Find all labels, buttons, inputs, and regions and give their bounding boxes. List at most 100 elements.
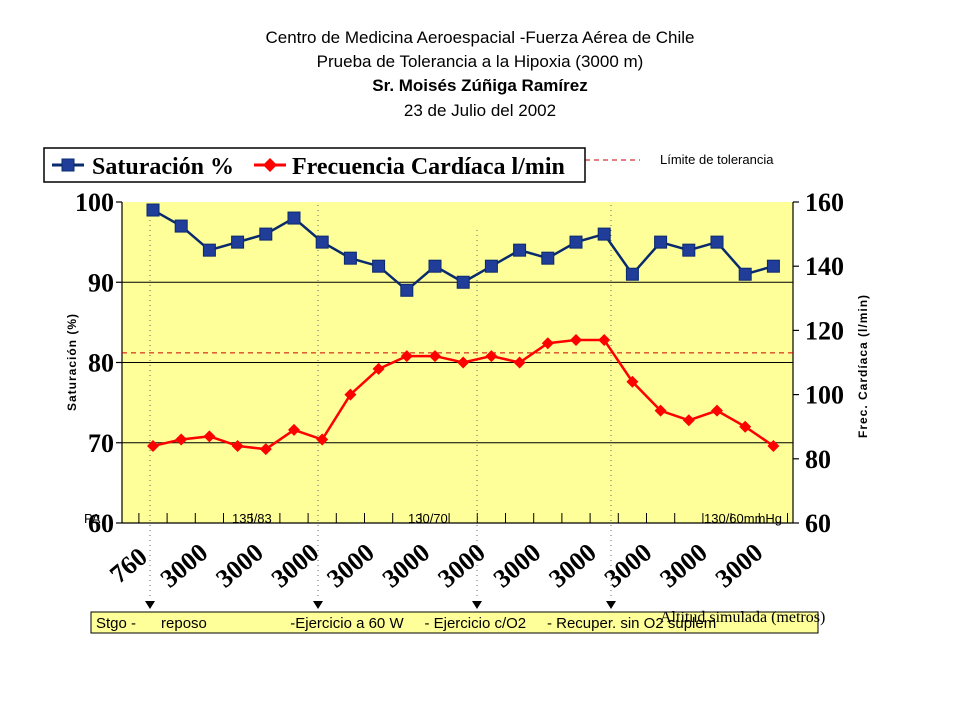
legend-label-saturation: Saturación % bbox=[92, 154, 234, 180]
heart-rate-point bbox=[570, 334, 582, 347]
heart-rate-point bbox=[400, 350, 413, 363]
saturation-point bbox=[766, 259, 780, 273]
saturation-point bbox=[400, 283, 414, 297]
legend-item-saturation: Saturación % bbox=[52, 154, 234, 180]
x-tick-label: 3000 bbox=[654, 538, 712, 594]
saturation-point bbox=[174, 219, 188, 233]
right-tick-label: 140 bbox=[805, 252, 844, 281]
pressure-label-pa: PA bbox=[84, 511, 101, 526]
phases-text: Stgo - reposo -Ejercicio a 60 W - Ejerci… bbox=[96, 615, 716, 632]
x-tick-label: 3000 bbox=[155, 538, 213, 594]
series-saturation bbox=[146, 203, 780, 297]
left-tick-label: 90 bbox=[88, 268, 114, 297]
saturation-point bbox=[231, 235, 245, 249]
heart-rate-point bbox=[372, 362, 385, 375]
saturation-point bbox=[738, 267, 752, 281]
heart-rate-point bbox=[541, 337, 554, 350]
y-axis-label-right: Frec. Cardíaca (l/min) bbox=[856, 294, 870, 438]
saturation-point bbox=[597, 227, 611, 241]
x-tick-label: 3000 bbox=[266, 538, 324, 594]
header-line-4: 23 de Julio del 2002 bbox=[403, 101, 557, 120]
saturation-point bbox=[428, 259, 442, 273]
legend-label-heart-rate: Frecuencia Cardíaca l/min bbox=[292, 154, 565, 180]
saturation-point bbox=[682, 243, 696, 257]
heart-rate-point bbox=[429, 350, 441, 363]
right-tick-label: 80 bbox=[805, 445, 831, 474]
heart-rate-point bbox=[344, 388, 357, 401]
legend-marker-square bbox=[61, 158, 75, 172]
x-tick-label: 3000 bbox=[710, 538, 768, 594]
heart-rate-point bbox=[598, 334, 611, 347]
right-tick-label: 120 bbox=[805, 316, 844, 345]
left-tick-label: 60 bbox=[88, 509, 114, 538]
right-tick-label: 160 bbox=[805, 188, 844, 217]
arrow-down-icon bbox=[472, 601, 482, 609]
left-tick-label: 80 bbox=[88, 349, 114, 378]
saturation-point bbox=[625, 267, 639, 281]
heart-rate-point bbox=[231, 439, 244, 452]
saturation-point bbox=[710, 235, 724, 249]
pressure-label-2: 130/70 bbox=[408, 511, 448, 526]
header-line-3: Sr. Moisés Zúñiga Ramírez bbox=[372, 76, 588, 95]
phase-dividers bbox=[149, 205, 612, 600]
heart-rate-point bbox=[654, 404, 667, 417]
saturation-point bbox=[202, 243, 216, 257]
heart-rate-point bbox=[175, 433, 188, 446]
saturation-point bbox=[541, 251, 555, 265]
saturation-point bbox=[569, 235, 583, 249]
saturation-point bbox=[315, 235, 329, 249]
legend-item-heart-rate: Frecuencia Cardíaca l/min bbox=[254, 154, 565, 180]
saturation-point bbox=[343, 251, 357, 265]
saturation-point bbox=[456, 275, 470, 289]
arrow-down-icon bbox=[606, 601, 616, 609]
heart-rate-point bbox=[739, 420, 752, 433]
legend-marker-diamond bbox=[263, 158, 277, 172]
x-tick-label: 3000 bbox=[432, 538, 490, 594]
heart-rate-point bbox=[203, 430, 216, 443]
x-tick-label: 3000 bbox=[543, 538, 601, 594]
saturation-point bbox=[259, 227, 273, 241]
series-heart-rate bbox=[147, 334, 780, 456]
x-tick-label: 3000 bbox=[377, 538, 435, 594]
header-line-2: Prueba de Tolerancia a la Hipoxia (3000 … bbox=[316, 52, 644, 71]
tolerance-limit-label: Límite de tolerancia bbox=[660, 152, 774, 167]
saturation-point bbox=[513, 243, 527, 257]
heart-rate-point bbox=[147, 439, 159, 452]
phase-arrows bbox=[145, 601, 616, 609]
right-tick-label: 100 bbox=[805, 381, 844, 410]
phases-box bbox=[90, 611, 819, 634]
x-tick-label: 3000 bbox=[599, 538, 657, 594]
heart-rate-point bbox=[513, 356, 526, 369]
legend-box bbox=[43, 147, 586, 183]
left-tick-label: 70 bbox=[88, 429, 114, 458]
left-tick-label: 100 bbox=[75, 188, 114, 217]
x-axis-ticks bbox=[138, 513, 788, 523]
heart-rate-point bbox=[288, 423, 300, 436]
saturation-point bbox=[484, 259, 498, 273]
y-axis-label: Saturación (%) bbox=[65, 313, 79, 411]
arrow-down-icon bbox=[145, 601, 155, 609]
saturation-point bbox=[146, 203, 160, 217]
x-tick-label: 3000 bbox=[488, 538, 546, 594]
heart-rate-point bbox=[485, 350, 498, 363]
heart-rate-point bbox=[259, 443, 272, 456]
right-tick-label: 60 bbox=[805, 509, 831, 538]
heart-rate-point bbox=[682, 414, 695, 427]
saturation-point bbox=[654, 235, 668, 249]
heart-rate-point bbox=[316, 433, 329, 446]
pressure-label-1: 135/83 bbox=[232, 511, 272, 526]
x-tick-label: 760 bbox=[104, 542, 153, 589]
saturation-point bbox=[287, 211, 301, 225]
header-line-1: Centro de Medicina Aeroespacial -Fuerza … bbox=[265, 28, 695, 47]
x-axis-label: Altitud simulada (metros) bbox=[660, 609, 825, 626]
x-tick-label: 3000 bbox=[321, 538, 379, 594]
saturation-point bbox=[372, 259, 386, 273]
x-tick-label: 3000 bbox=[210, 538, 268, 594]
x-tick-labels: 760 3000300030003000300030003000300030003… bbox=[104, 538, 768, 594]
left-axis-ticks: 60 70 80 90 100 bbox=[75, 188, 122, 538]
heart-rate-point bbox=[711, 404, 723, 417]
right-axis-ticks: 60 80 100 120 140 160 bbox=[793, 188, 844, 538]
heart-rate-point bbox=[457, 356, 470, 369]
heart-rate-point bbox=[626, 375, 639, 388]
